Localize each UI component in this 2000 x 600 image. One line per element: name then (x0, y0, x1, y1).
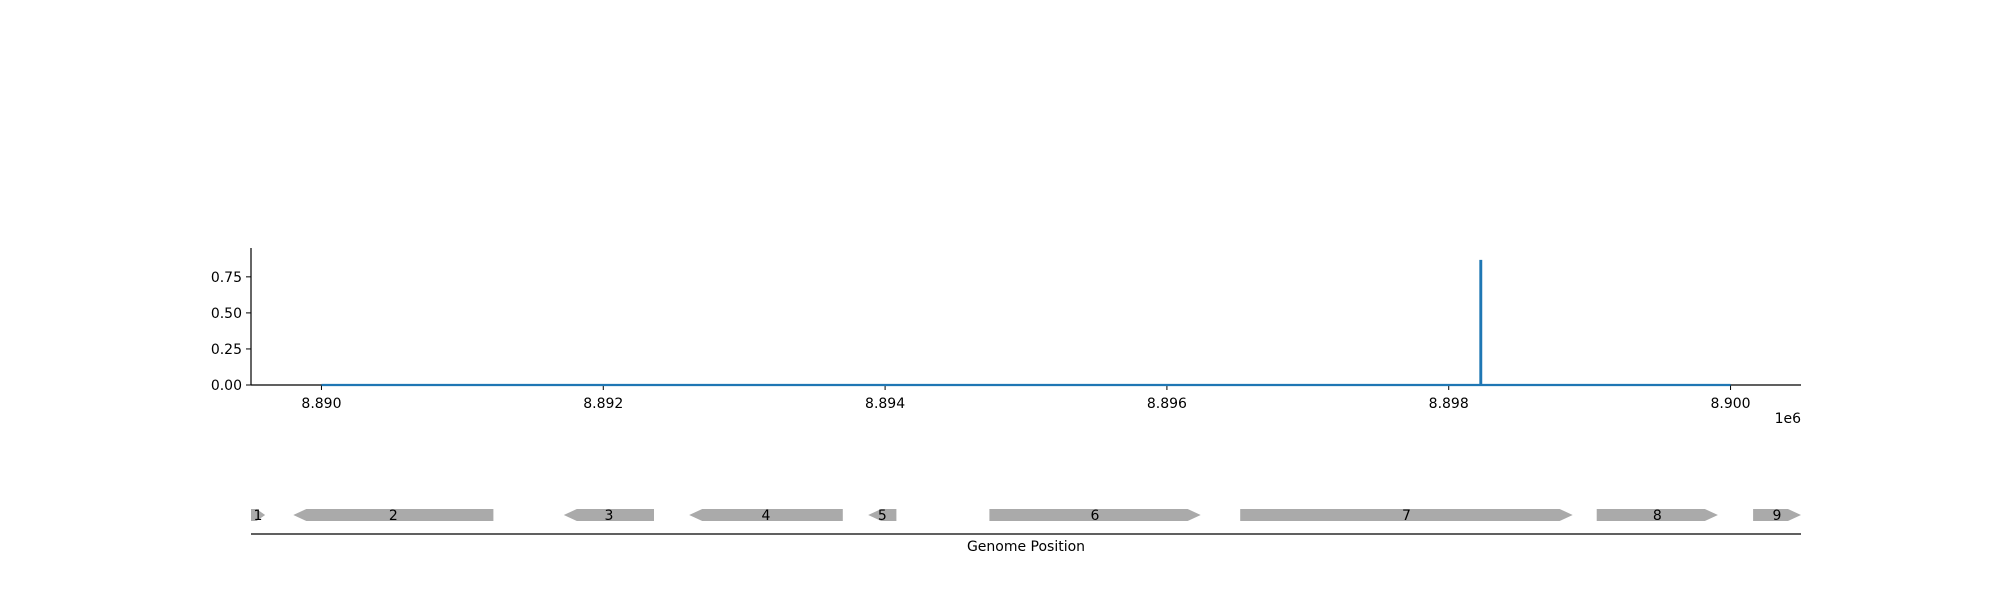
x-tick-label: 8.890 (301, 396, 341, 412)
gene-label: 4 (762, 508, 771, 524)
gene-label: 5 (878, 508, 887, 524)
coverage-plot: 0.00 0.25 0.50 0.75 8.890 8.892 8.894 8.896 8.89… (211, 248, 1801, 427)
gene-label: 8 (1653, 508, 1662, 524)
gene-arrow (1753, 509, 1801, 521)
x-tick-label: 8.900 (1710, 396, 1750, 412)
gene-label: 6 (1091, 508, 1100, 524)
gene-arrow (689, 509, 843, 521)
y-tick-label: 0.25 (211, 342, 242, 358)
y-tick-label: 0.50 (211, 306, 242, 322)
gene-label: 3 (604, 508, 613, 524)
gene-arrow (868, 509, 897, 521)
x-tick-label: 8.896 (1147, 396, 1187, 412)
x-axis-title: Genome Position (967, 539, 1085, 555)
gene-label: 9 (1773, 508, 1782, 524)
gene-arrow (989, 509, 1201, 521)
y-tick-label: 0.00 (211, 378, 242, 394)
x-tick-label: 8.892 (583, 396, 623, 412)
x-tick-label: 8.898 (1429, 396, 1469, 412)
gene-label: 2 (389, 508, 398, 524)
gene-track: 1 2 3 4 5 6 7 8 9 Genome Position (251, 508, 1801, 555)
gene-arrow (563, 509, 654, 521)
y-tick-label: 0.75 (211, 270, 242, 286)
gene-arrow (1240, 509, 1573, 521)
gene-label: 1 (254, 508, 263, 524)
x-offset-label: 1e6 (1775, 411, 1802, 427)
x-tick-label: 8.894 (865, 396, 905, 412)
gene-arrow (1596, 509, 1718, 521)
coverage-line (321, 259, 1731, 387)
gene-label: 7 (1402, 508, 1411, 524)
gene-arrow (251, 509, 266, 521)
gene-arrow (293, 509, 494, 521)
